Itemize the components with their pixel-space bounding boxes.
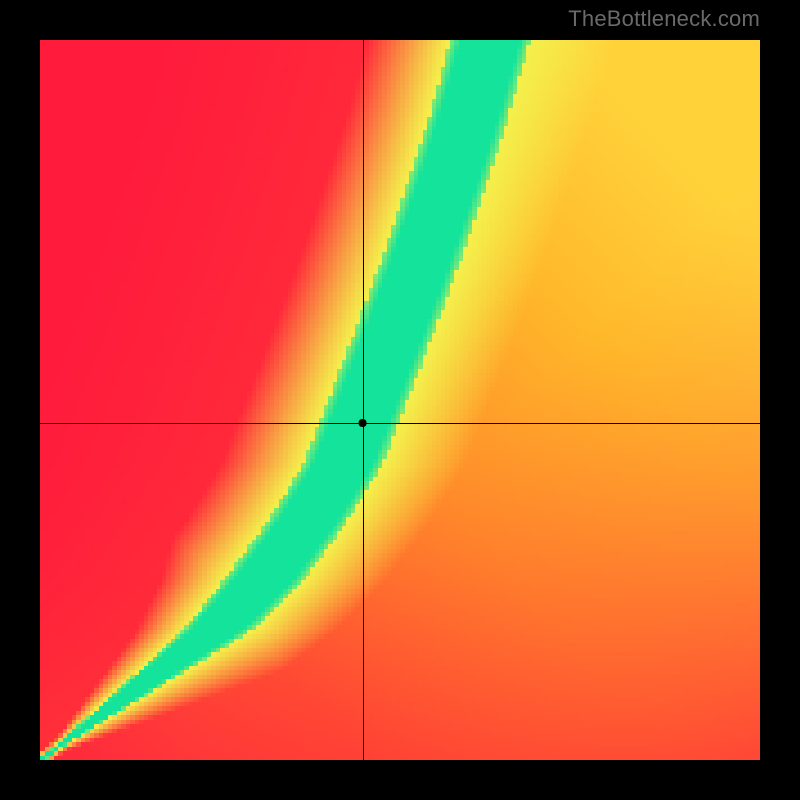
chart-container: TheBottleneck.com — [0, 0, 800, 800]
watermark-text: TheBottleneck.com — [568, 6, 760, 32]
heatmap-plot — [40, 40, 760, 760]
heatmap-canvas — [40, 40, 760, 760]
